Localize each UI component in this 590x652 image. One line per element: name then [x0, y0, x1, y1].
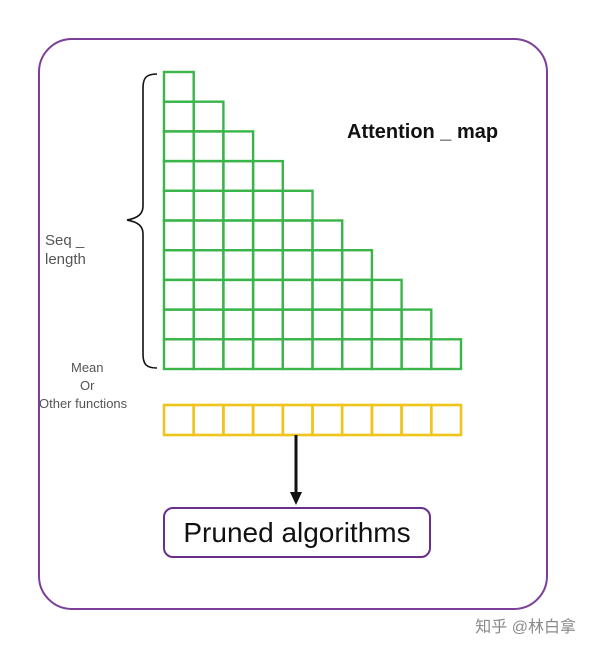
- attention-cell: [370, 338, 403, 371]
- attention-cell: [281, 248, 314, 282]
- attention-cell: [251, 159, 285, 193]
- sequence-length-brace: [126, 73, 158, 369]
- attention-cell: [311, 278, 344, 311]
- attention-cell: [251, 278, 285, 311]
- attention-cell: [370, 278, 403, 311]
- attention-cell: [281, 219, 314, 252]
- pruned-algorithms-box: Pruned algorithms: [163, 507, 431, 558]
- attention-cell: [370, 308, 403, 341]
- aggregation-cell: [251, 403, 285, 437]
- attention-cell: [341, 338, 374, 371]
- attention-cell: [281, 278, 314, 311]
- attention-cell: [162, 100, 195, 133]
- attention-cell: [311, 219, 344, 252]
- aggregation-label-line-3: Other functions: [39, 396, 128, 411]
- sequence-label-line-2: length: [45, 251, 86, 268]
- attention-cell: [162, 70, 195, 103]
- aggregation-cell: [429, 403, 463, 437]
- attention-cell: [281, 338, 314, 371]
- attention-cell: [281, 308, 314, 341]
- aggregation-cell: [192, 403, 225, 437]
- attention-cell: [162, 189, 195, 222]
- aggregation-cell: [311, 403, 344, 437]
- attention-cell: [162, 248, 195, 282]
- attention-cell: [222, 159, 255, 193]
- attention-cell: [341, 278, 374, 311]
- sequence-label-line-1: Seq _: [45, 232, 85, 249]
- attention-cell: [192, 159, 225, 193]
- attention-cell: [162, 219, 195, 252]
- attention-cell: [222, 189, 255, 222]
- aggregation-cell: [281, 403, 314, 437]
- attention-cell: [222, 248, 255, 282]
- attention-cell: [251, 219, 285, 252]
- attention-cell: [400, 308, 433, 341]
- attention-cell: [192, 308, 225, 341]
- source-watermark: 知乎 @林白拿: [475, 619, 576, 636]
- attention-cell: [192, 100, 225, 133]
- result-arrow-head: [290, 492, 302, 505]
- attention-cell: [192, 130, 225, 163]
- attention-cell: [251, 338, 285, 371]
- aggregation-cell: [370, 403, 403, 437]
- attention-cell: [251, 189, 285, 222]
- attention-cell: [162, 338, 195, 371]
- attention-cell: [311, 338, 344, 371]
- attention-cell: [222, 278, 255, 311]
- attention-cell: [311, 248, 344, 282]
- aggregation-cell: [400, 403, 433, 437]
- attention-cell: [162, 159, 195, 193]
- attention-cell: [251, 308, 285, 341]
- attention-cell: [162, 308, 195, 341]
- attention-cell: [192, 338, 225, 371]
- attention-cell: [222, 338, 255, 371]
- aggregation-bar: [162, 403, 463, 437]
- aggregation-label-line-2: Or: [80, 378, 95, 393]
- attention-cell: [222, 219, 255, 252]
- attention-cell: [192, 189, 225, 222]
- attention-cell: [400, 338, 433, 371]
- attention-cell: [162, 278, 195, 311]
- aggregation-label-line-1: Mean: [71, 360, 104, 375]
- attention-cell: [192, 248, 225, 282]
- attention-map-grid: [162, 70, 463, 371]
- attention-cell: [222, 308, 255, 341]
- attention-cell: [251, 248, 285, 282]
- attention-map-title: Attention _ map: [347, 121, 499, 143]
- attention-cell: [192, 219, 225, 252]
- attention-cell: [281, 189, 314, 222]
- attention-cell: [222, 130, 255, 163]
- aggregation-cell: [340, 403, 374, 437]
- attention-cell: [162, 130, 195, 163]
- attention-cell: [430, 338, 463, 371]
- attention-cell: [341, 248, 374, 282]
- aggregation-cell: [162, 403, 196, 437]
- attention-cell: [311, 308, 344, 341]
- attention-cell: [192, 278, 225, 311]
- attention-cell: [341, 308, 374, 341]
- aggregation-cell: [222, 403, 255, 437]
